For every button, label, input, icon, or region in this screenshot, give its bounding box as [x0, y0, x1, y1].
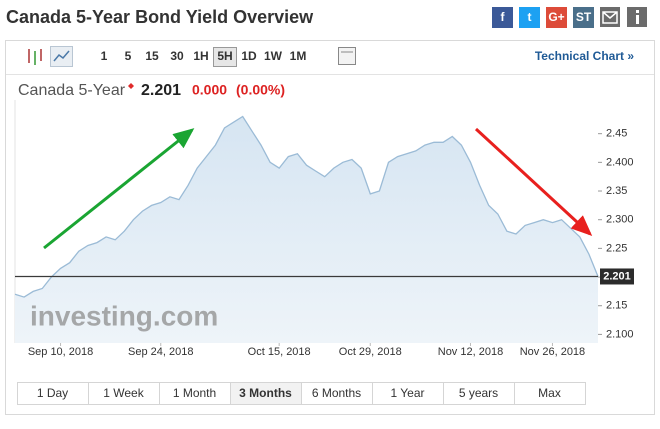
info-glyph [636, 15, 639, 24]
interval-button[interactable]: 1M [290, 49, 307, 63]
share-label: t [528, 10, 532, 24]
interval-button[interactable]: 30 [170, 49, 184, 63]
technical-chart-link[interactable]: Technical Chart » [535, 49, 634, 63]
last-price-box [600, 268, 634, 285]
range-button[interactable] [514, 382, 586, 405]
interval-button[interactable]: 1W [264, 49, 283, 63]
share-label: ST [576, 10, 592, 24]
range-label: 1 Week [103, 386, 144, 400]
interval-button[interactable]: 1H [193, 49, 208, 63]
interval-button[interactable]: 5H [217, 49, 232, 63]
range-label: 3 Months [239, 386, 292, 400]
y-tick-label: 2.100 [606, 328, 634, 340]
range-label: 6 Months [312, 386, 361, 400]
x-tick-label: Sep 24, 2018 [128, 346, 193, 358]
range-label: 1 Day [37, 386, 68, 400]
range-label: 1 Year [390, 386, 424, 400]
area-fill [15, 116, 598, 343]
quote-price: 2.201 [141, 82, 181, 99]
watermark: investing.com [30, 300, 218, 331]
down-arrow [474, 127, 593, 237]
price-line [14, 115, 599, 298]
candle-icon[interactable] [28, 49, 42, 65]
y-tick-label: 2.35 [606, 185, 627, 197]
share-button[interactable] [546, 7, 567, 28]
share-label: G+ [548, 10, 564, 24]
interval-button[interactable]: 5 [125, 49, 132, 63]
line-chart-glyph [53, 50, 70, 62]
mail-glyph [602, 11, 618, 24]
x-tick-label: Oct 15, 2018 [248, 346, 311, 358]
share-button[interactable] [573, 7, 594, 28]
x-tick-label: Oct 29, 2018 [339, 346, 402, 358]
share-button[interactable] [492, 7, 513, 28]
y-tick-label: 2.300 [606, 214, 634, 226]
x-tick-label: Nov 26, 2018 [520, 346, 585, 358]
y-tick-label: 2.15 [606, 300, 627, 312]
range-label: Max [538, 386, 561, 400]
interval-selected [213, 47, 237, 67]
alert-icon [128, 83, 134, 89]
quote-name: Canada 5-Year [18, 82, 126, 99]
info-glyph [636, 10, 639, 13]
up-arrow [43, 128, 195, 250]
settings-icon[interactable] [338, 47, 356, 65]
range-label: 1 Month [173, 386, 216, 400]
x-tick-label: Nov 12, 2018 [438, 346, 503, 358]
page-title: Canada 5-Year Bond Yield Overview [6, 7, 314, 27]
share-label: f [501, 10, 506, 24]
quote-change-pct: (0.00%) [236, 82, 285, 98]
y-tick-label: 2.25 [606, 242, 627, 254]
quote-change: 0.000 [192, 82, 227, 98]
y-tick-label: 2.400 [606, 156, 634, 168]
y-tick-label: 2.45 [606, 128, 627, 140]
x-tick-label: Sep 10, 2018 [28, 346, 93, 358]
interval-button[interactable]: 1D [241, 49, 257, 63]
range-label: 5 years [459, 386, 498, 400]
interval-button[interactable]: 15 [145, 49, 159, 63]
share-button[interactable] [519, 7, 540, 28]
widget-frame [5, 40, 655, 415]
interval-button[interactable]: 1 [101, 49, 108, 63]
last-price-label: 2.201 [603, 270, 631, 282]
